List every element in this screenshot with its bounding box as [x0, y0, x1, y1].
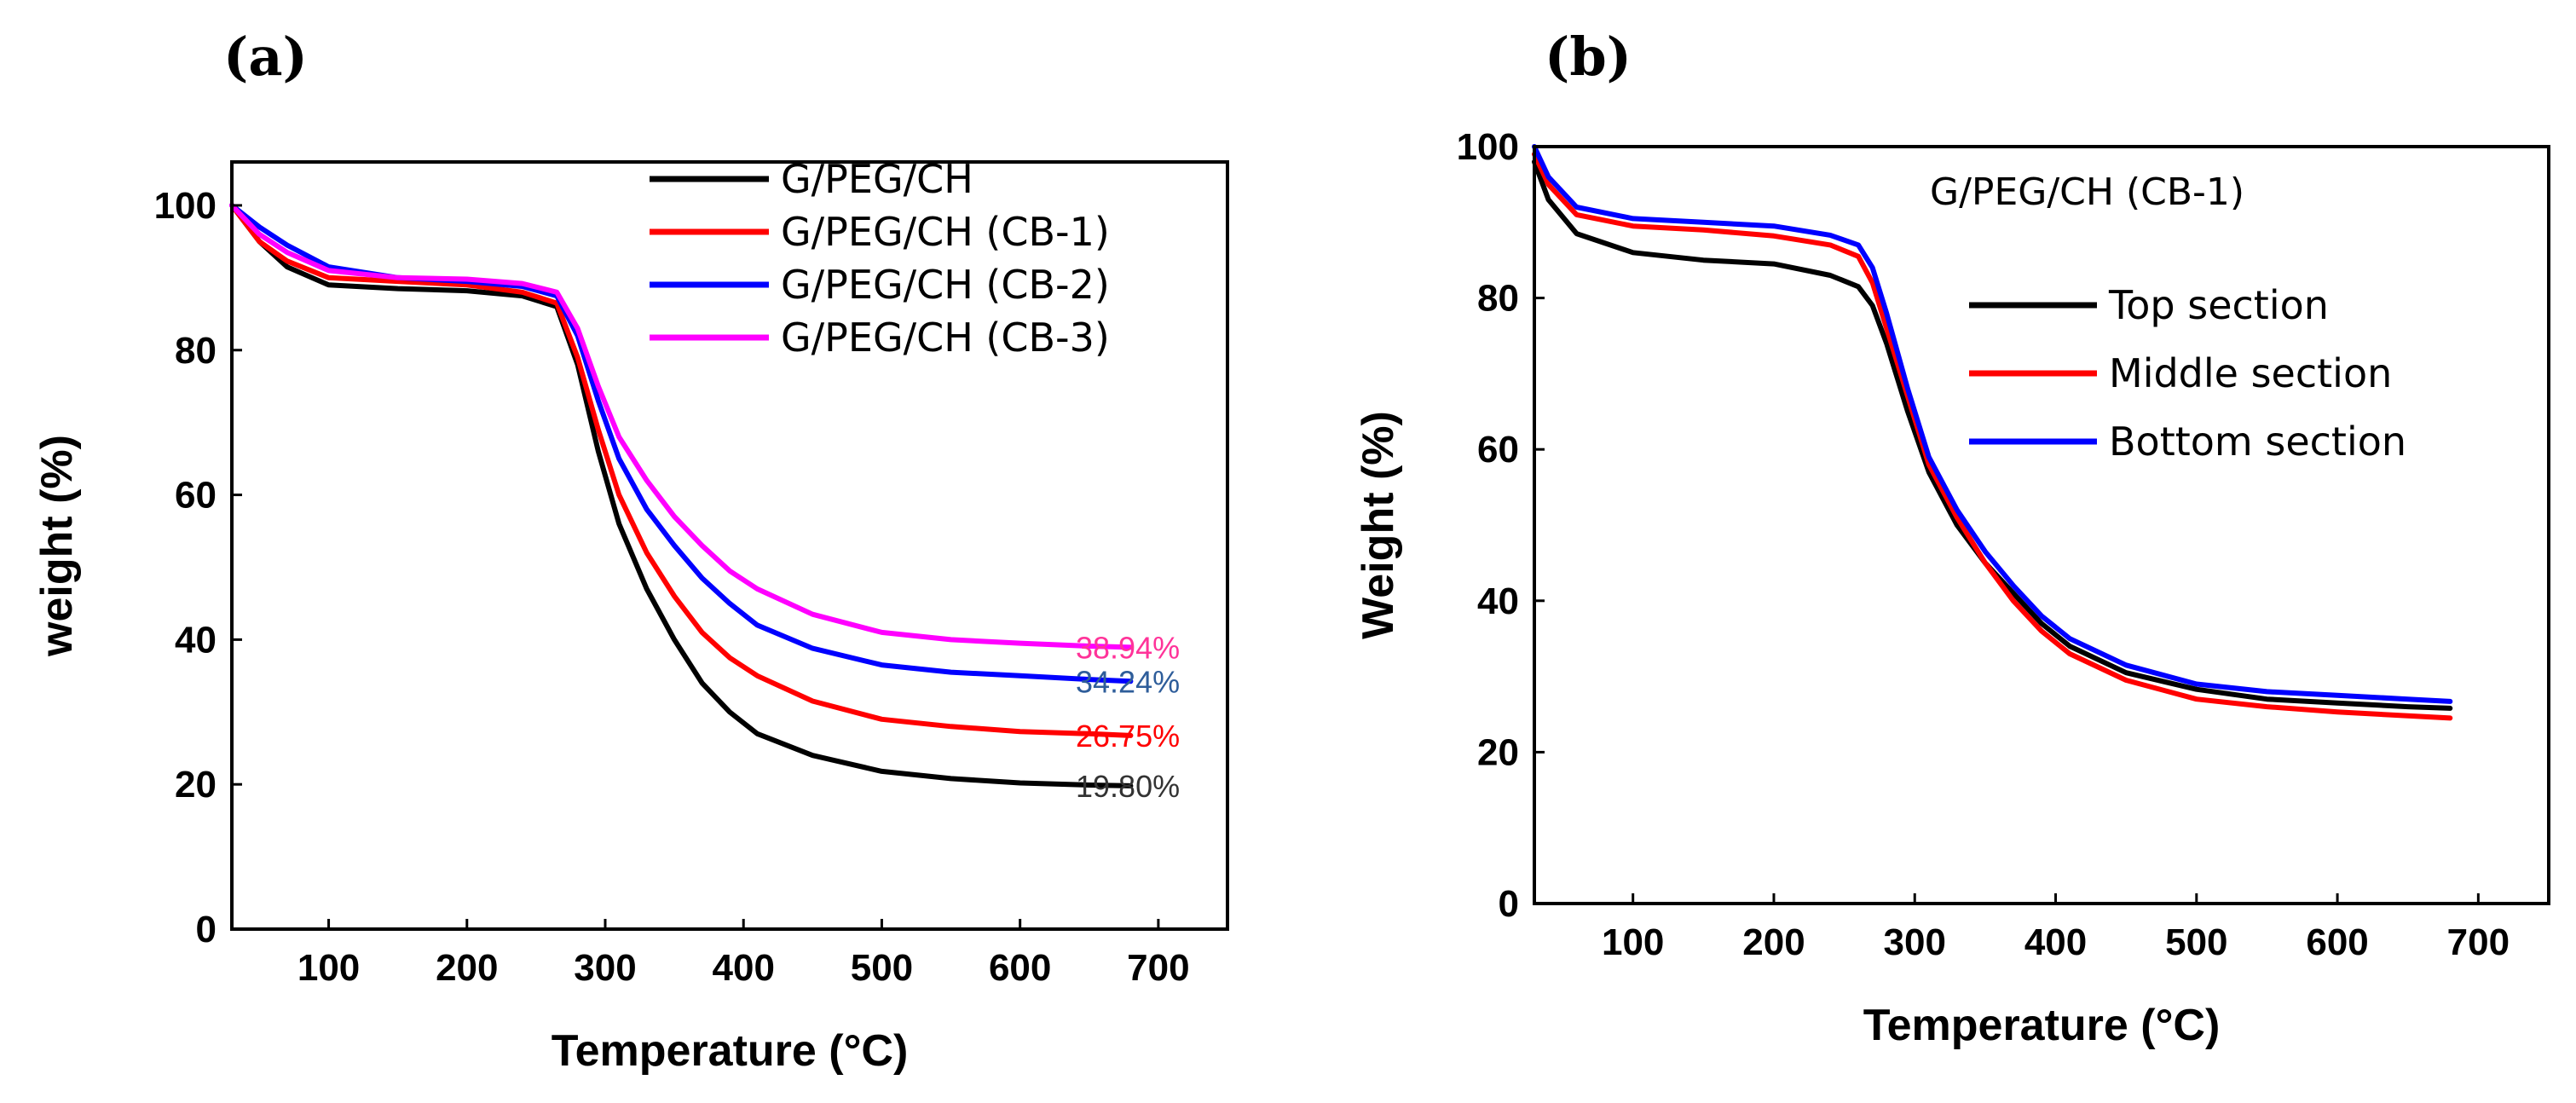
- x-tick-label: 500: [851, 947, 913, 989]
- x-tick-label: 400: [2024, 921, 2087, 963]
- y-tick-label: 80: [175, 330, 217, 372]
- panel-a-frame: [230, 160, 1229, 931]
- y-tick-label: 40: [175, 619, 217, 661]
- series-line-middle-section: [1532, 151, 2453, 721]
- x-tick-label: 600: [2306, 921, 2368, 963]
- residual-percentage-label: 38.94%: [1076, 630, 1180, 665]
- series-line-g-peg-ch-cb-3: [229, 202, 1134, 650]
- y-tick-label: 0: [196, 909, 217, 950]
- series-line-g-peg-ch: [229, 202, 1134, 788]
- x-tick-label: 400: [713, 947, 775, 989]
- y-tick-label: 20: [1477, 731, 1519, 773]
- panel-b: (b) 100 200 300 400 500 600 700 0 20 40 60 80 100 G/…: [1354, 26, 2550, 1050]
- legend-label: Bottom section: [2109, 419, 2406, 465]
- y-tick-label: 0: [1499, 883, 1519, 925]
- series-line-top-section: [1532, 159, 2453, 711]
- legend-label: G/PEG/CH (CB-1): [781, 209, 1110, 255]
- y-tick-label: 60: [175, 475, 217, 517]
- y-tick-label: 100: [154, 185, 217, 227]
- residual-percentage-label: 26.75%: [1076, 719, 1180, 754]
- x-tick-label: 600: [989, 947, 1051, 989]
- series-line-g-peg-ch-cb-1: [229, 202, 1134, 738]
- y-tick-label: 80: [1477, 278, 1519, 320]
- residual-percentage-label: 19.80%: [1076, 769, 1180, 804]
- x-tick-label: 500: [2165, 921, 2227, 963]
- legend-label: G/PEG/CH (CB-3): [781, 315, 1110, 361]
- panel-a-x-axis-title: Temperature (°C): [552, 1026, 909, 1076]
- x-tick-label: 300: [1884, 921, 1946, 963]
- panel-a-y-axis-title: weight (%): [32, 435, 82, 657]
- legend-label: G/PEG/CH: [781, 156, 973, 202]
- x-tick-label: 100: [297, 947, 360, 989]
- x-tick-label: 200: [1742, 921, 1805, 963]
- series-line-bottom-section: [1532, 144, 2453, 704]
- y-tick-label: 100: [1457, 126, 1519, 168]
- x-tick-label: 700: [1127, 947, 1189, 989]
- panel-b-y-axis-title: Weight (%): [1354, 411, 1403, 639]
- panel-b-label: (b): [1545, 26, 1632, 88]
- legend-label: G/PEG/CH (CB-2): [781, 262, 1110, 308]
- panel-b-ticks: 100 200 300 400 500 600 700 0 20 40 60 80 100: [1457, 126, 2510, 963]
- x-tick-label: 100: [1602, 921, 1664, 963]
- y-tick-label: 60: [1477, 429, 1519, 471]
- x-tick-label: 700: [2447, 921, 2510, 963]
- panel-b-annotation: G/PEG/CH (CB-1): [1930, 170, 2244, 214]
- panel-a-residual-labels: 19.80% 26.75% 34.24%38.94%: [1076, 630, 1180, 804]
- panel-a-legend: G/PEG/CH G/PEG/CH (CB-1) G/PEG/CH (CB-2) G/…: [650, 156, 1110, 361]
- panel-a-curves: [229, 202, 1134, 788]
- panel-a-label: (a): [223, 26, 308, 88]
- legend-label: Top section: [2108, 282, 2329, 328]
- y-tick-label: 20: [175, 764, 217, 806]
- x-tick-label: 200: [436, 947, 498, 989]
- legend-label: Middle section: [2109, 350, 2392, 396]
- panel-b-frame: [1533, 145, 2550, 905]
- panel-b-curves: [1532, 144, 2453, 721]
- residual-percentage-label: 34.24%: [1076, 664, 1180, 699]
- panel-a-ticks: 100 200 300 400 500 600 700 0 20 40 60 80 100: [154, 185, 1190, 989]
- panel-b-x-axis-title: Temperature (°C): [1863, 1001, 2221, 1050]
- x-tick-label: 300: [574, 947, 636, 989]
- panel-a: (a) 100 200 300 400 500 600 700 0 20 40 60 80 100 G/…: [32, 26, 1229, 1076]
- panel-b-legend: Top section Middle section Bottom section: [1969, 282, 2406, 465]
- y-tick-label: 40: [1477, 580, 1519, 622]
